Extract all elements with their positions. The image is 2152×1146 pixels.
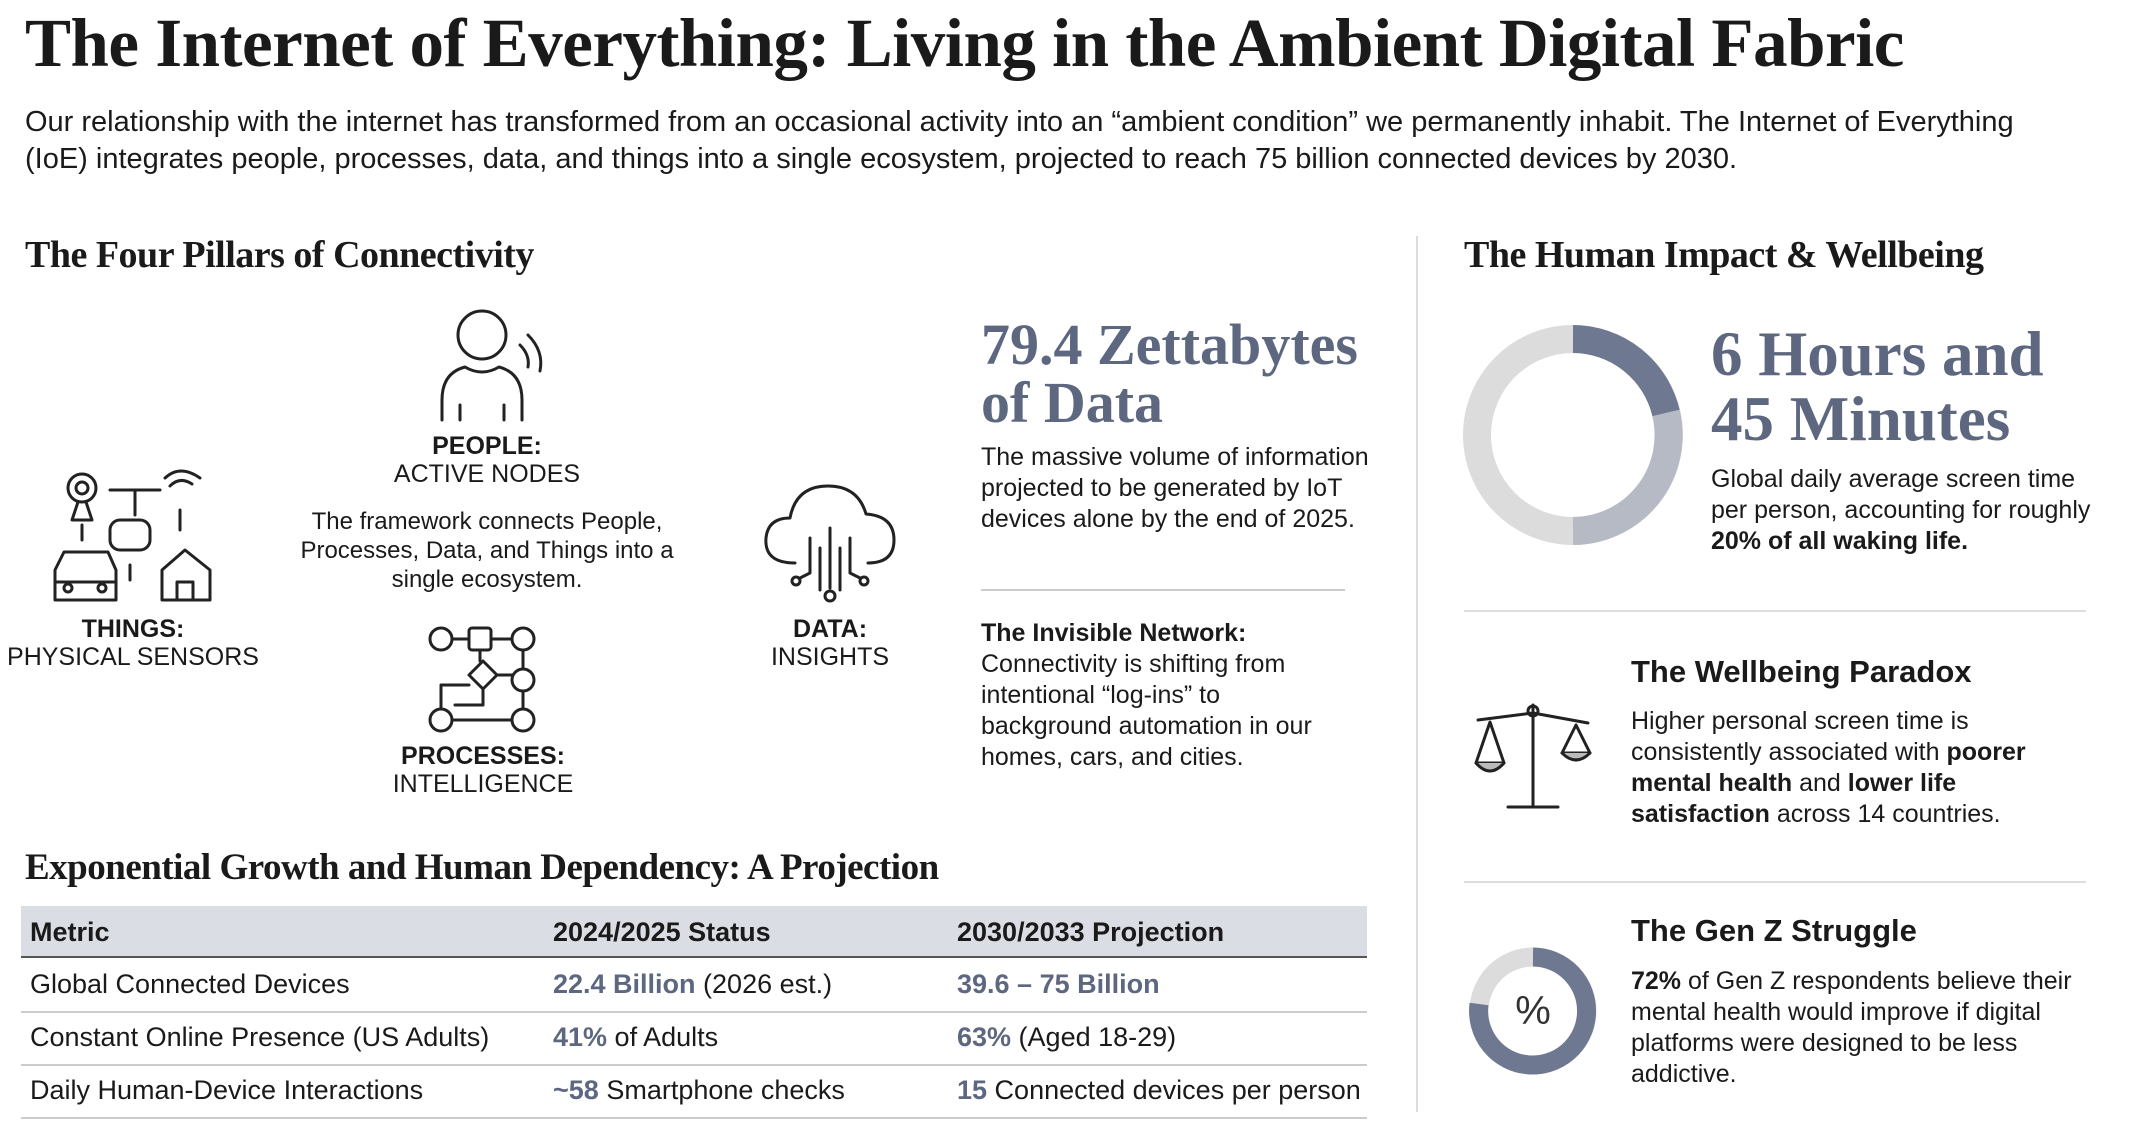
data-headline: 79.4 Zettabytes of Data — [981, 316, 1358, 432]
text-run: poorer mental health — [1631, 738, 2026, 797]
data-label: DATA: INSIGHTS — [770, 615, 890, 671]
scale-icon — [1474, 703, 1592, 809]
table-row: Constant Online Presence (US Adults) 41% … — [21, 1011, 1367, 1066]
col-head: 2024/2025 Status — [553, 917, 771, 947]
data-text: The massive volume of information projec… — [981, 443, 1369, 533]
network-note: The Invisible Network: Connectivity is sh… — [981, 619, 1312, 771]
screen-time-text: Global daily average screen time per per… — [1711, 464, 2101, 557]
text-run: 15 — [957, 1075, 988, 1105]
page-title: The Internet of Everything: Living in th… — [25, 5, 1904, 81]
text-run: 20% of all waking life. — [1711, 527, 1969, 555]
things-icon — [53, 469, 212, 602]
wellbeing-title: The Wellbeing Paradox — [1631, 654, 1972, 689]
table-rule — [21, 956, 1367, 958]
processes-label: PROCESSES: INTELLIGENCE — [392, 742, 574, 798]
people-label: PEOPLE: ACTIVE NODES — [393, 432, 581, 488]
svg-text:%: % — [1515, 989, 1551, 1033]
text-run: 72% — [1631, 967, 1682, 995]
table-cell: 63% (Aged 18-29) — [957, 1011, 1176, 1064]
table-cell: 41% of Adults — [553, 1011, 718, 1064]
text-run: across 14 countries. — [1769, 800, 2001, 828]
divider — [981, 589, 1345, 591]
text-run: Smartphone checks — [598, 1075, 845, 1105]
table-header-row: Metric 2024/2025 Status 2030/2033 Projec… — [21, 906, 1367, 959]
table-heading: Exponential Growth and Human Dependency:… — [25, 847, 939, 888]
text-run: Global Connected Devices — [30, 969, 350, 999]
text-run: of Adults — [607, 1022, 719, 1052]
gen-z-title: The Gen Z Struggle — [1631, 913, 1917, 948]
screen-time-donut — [1463, 325, 1683, 545]
headline-line: 79.4 Zettabytes — [981, 312, 1358, 377]
gen-z-text: 72% of Gen Z respondents believe their m… — [1631, 966, 2101, 1090]
table-row: Global Connected Devices 22.4 Billion (20… — [21, 958, 1367, 1013]
text-run: ~58 — [553, 1075, 599, 1105]
section-heading: The Four Pillars of Connectivity — [25, 234, 534, 276]
wellbeing-text: Higher personal screen time is consisten… — [1631, 706, 2081, 830]
gen-z-donut: % — [1469, 947, 1597, 1075]
text-run: Daily Human-Device Interactions — [30, 1075, 424, 1105]
divider — [1416, 236, 1418, 1112]
people-icon — [440, 309, 543, 422]
intro: Our relationship with the internet has t… — [25, 106, 2014, 175]
screen-time-headline: 6 Hours and 45 Minutes — [1711, 322, 2044, 452]
table-cell: Daily Human-Device Interactions — [30, 1064, 423, 1117]
data-icon — [764, 484, 896, 603]
pillars-description: The framework connects People, Processes… — [300, 508, 674, 593]
text-run: Higher personal screen time is consisten… — [1631, 707, 1969, 766]
col-head: 2030/2033 Projection — [957, 917, 1225, 947]
text-run: lower life satisfaction — [1631, 769, 1957, 828]
text-run: 63% — [957, 1022, 1012, 1052]
text-run: Constant Online Presence (US Adults) — [30, 1022, 490, 1052]
headline-line: of Data — [981, 370, 1164, 435]
text-run: 39.6 – 75 Billion — [957, 969, 1160, 999]
table-row: Daily Human-Device Interactions ~58 Smart… — [21, 1064, 1367, 1119]
processes-icon — [428, 626, 536, 733]
table-cell: 39.6 – 75 Billion — [957, 958, 1160, 1011]
table-cell: ~58 Smartphone checks — [553, 1064, 845, 1117]
divider — [1464, 610, 2086, 612]
text-run: 41% — [553, 1022, 608, 1052]
table-cell: Global Connected Devices — [30, 958, 350, 1011]
col-head: Metric — [30, 917, 110, 947]
table-cell: 22.4 Billion (2026 est.) — [553, 958, 832, 1011]
table-cell: 15 Connected devices per person — [957, 1064, 1361, 1117]
text-run: (Aged 18-29) — [1011, 1022, 1177, 1052]
text-run: Global daily average screen time per per… — [1711, 465, 2091, 524]
text-run: and — [1792, 769, 1848, 797]
table-cell: Constant Online Presence (US Adults) — [30, 1011, 489, 1064]
things-label: THINGS: PHYSICAL SENSORS — [7, 615, 259, 671]
table-header — [21, 906, 1367, 958]
text-run: Connected devices per person — [987, 1075, 1361, 1105]
divider — [1464, 881, 2086, 883]
text-run: of Gen Z respondents believe their menta… — [1631, 967, 2072, 1088]
section-heading: The Human Impact & Wellbeing — [1464, 234, 1984, 276]
headline-line: 45 Minutes — [1711, 384, 2011, 454]
headline-line: 6 Hours and — [1711, 319, 2044, 389]
text-run: (2026 est.) — [695, 969, 833, 999]
text-run: 22.4 Billion — [553, 969, 696, 999]
